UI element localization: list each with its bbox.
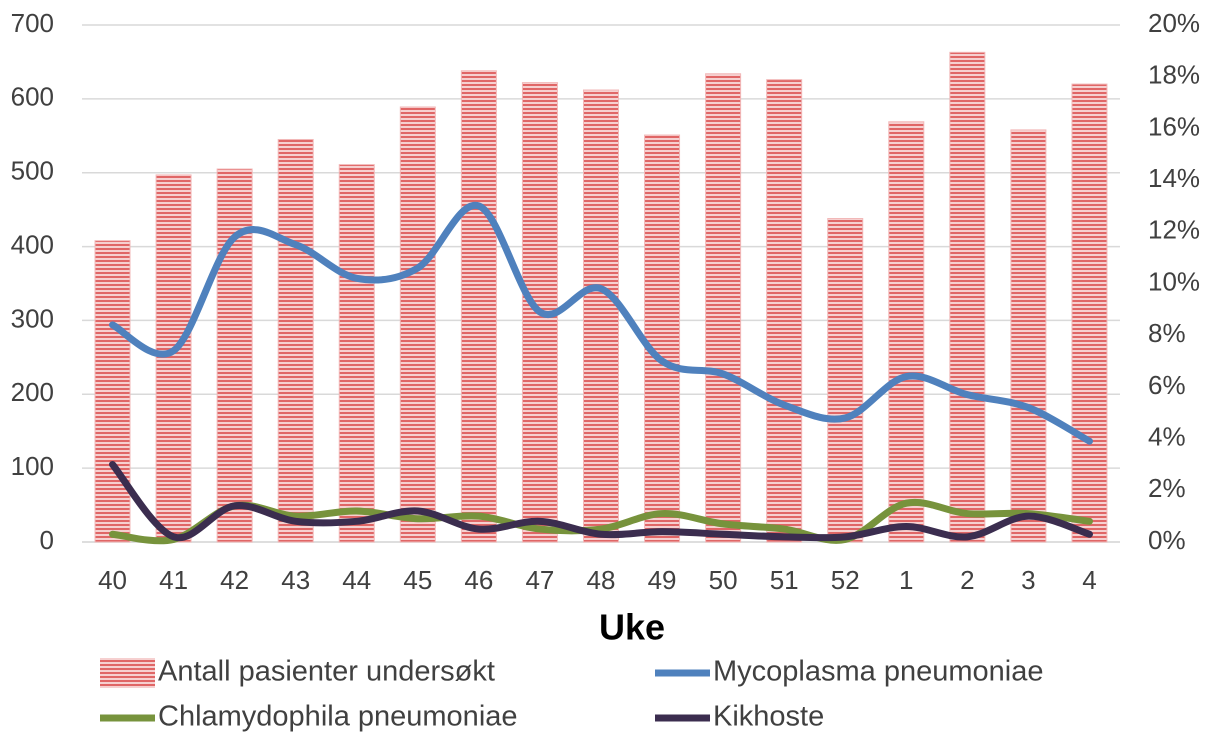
bar xyxy=(1010,129,1047,543)
x-tick-label: 2 xyxy=(960,565,974,595)
legend-label: Mycoplasma pneumoniae xyxy=(713,656,1043,688)
bar xyxy=(338,164,375,543)
x-tick-label: 4 xyxy=(1082,565,1096,595)
y-tick-label: 0 xyxy=(40,525,54,555)
y-tick-label: 700 xyxy=(11,8,54,38)
bar xyxy=(460,70,497,543)
y2-tick-label: 4% xyxy=(1148,421,1186,451)
x-tick-label: 40 xyxy=(98,565,127,595)
bar xyxy=(155,174,192,543)
x-tick-label: 1 xyxy=(899,565,913,595)
x-tick-label: 43 xyxy=(281,565,310,595)
y2-tick-label: 0% xyxy=(1148,525,1186,555)
y-tick-label: 200 xyxy=(11,377,54,407)
bar xyxy=(644,134,681,543)
y2-tick-label: 20% xyxy=(1148,8,1200,38)
y-tick-label: 500 xyxy=(11,156,54,186)
bar xyxy=(888,121,925,543)
y2-tick-label: 14% xyxy=(1148,163,1200,193)
y2-tick-label: 16% xyxy=(1148,111,1200,141)
y2-tick-label: 12% xyxy=(1148,215,1200,245)
bar xyxy=(766,79,803,543)
x-tick-label: 49 xyxy=(648,565,677,595)
line xyxy=(109,201,1093,445)
legend-label: Kikhoste xyxy=(713,701,824,733)
x-tick-label: 42 xyxy=(220,565,249,595)
line xyxy=(109,460,1093,542)
y2-tick-label: 18% xyxy=(1148,60,1200,90)
bar xyxy=(277,138,314,543)
bar xyxy=(705,73,742,543)
bar xyxy=(94,240,131,543)
x-tick-label: 46 xyxy=(464,565,493,595)
y2-tick-label: 10% xyxy=(1148,266,1200,296)
bar xyxy=(1071,83,1108,543)
x-tick-label: 48 xyxy=(587,565,616,595)
y2-tick-label: 6% xyxy=(1148,370,1186,400)
legend-label: Chlamydophila pneumoniae xyxy=(158,701,518,733)
x-axis-title: Uke xyxy=(599,607,665,648)
x-tick-label: 47 xyxy=(525,565,554,595)
bar xyxy=(949,51,986,543)
bar xyxy=(216,168,253,543)
x-tick-label: 41 xyxy=(159,565,188,595)
y-tick-label: 600 xyxy=(11,82,54,112)
bar xyxy=(827,218,864,543)
bar xyxy=(399,106,436,543)
x-tick-label: 45 xyxy=(403,565,432,595)
x-tick-label: 51 xyxy=(770,565,799,595)
legend-label: Antall pasienter undersøkt xyxy=(158,656,495,688)
y2-tick-label: 2% xyxy=(1148,473,1186,503)
bar xyxy=(583,89,619,543)
x-tick-label: 3 xyxy=(1021,565,1035,595)
x-tick-label: 44 xyxy=(342,565,371,595)
y-tick-label: 400 xyxy=(11,229,54,259)
x-tick-label: 52 xyxy=(831,565,860,595)
y-tick-label: 300 xyxy=(11,303,54,333)
y-tick-label: 100 xyxy=(11,451,54,481)
x-tick-label: 50 xyxy=(709,565,738,595)
legend-swatch xyxy=(100,658,155,688)
y2-tick-label: 8% xyxy=(1148,318,1186,348)
